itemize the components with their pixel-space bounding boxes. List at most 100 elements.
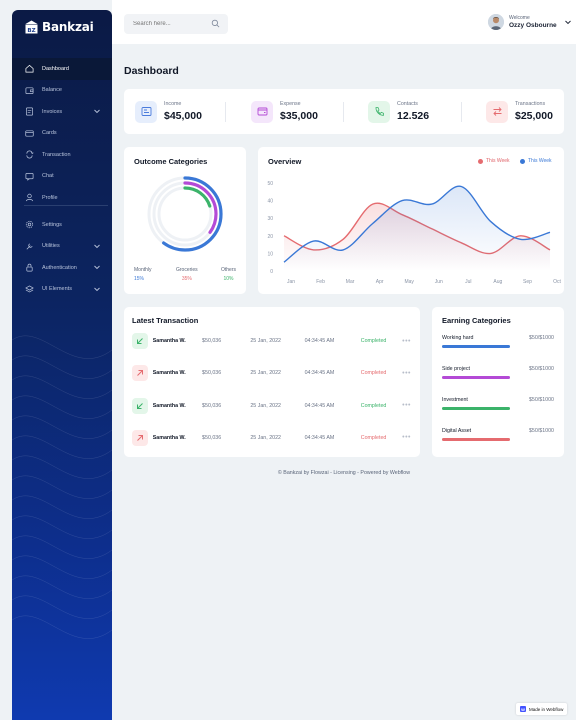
ring-groceries	[152, 181, 218, 247]
earning-card: Earning Categories Working hard $50/$1000…	[432, 307, 564, 457]
legend-label: This Week	[486, 158, 510, 164]
tx-status: Completed	[360, 370, 387, 377]
income-icon	[141, 107, 151, 116]
more-options-icon[interactable]: •••	[402, 337, 411, 345]
tx-status: Completed	[360, 338, 387, 344]
tx-time: 04:34:45 AM	[304, 338, 335, 344]
nav-divider	[24, 205, 108, 206]
chevron-down-icon	[94, 244, 100, 248]
avatar	[488, 14, 504, 30]
tx-name: Samantha W.	[152, 434, 186, 441]
y-tick-label: 30	[267, 216, 273, 222]
sidebar-item-profile[interactable]: Profile	[12, 187, 112, 209]
stat-expense: Expense $35,000	[251, 89, 318, 134]
arrow-up-right-icon	[137, 370, 143, 377]
sidebar-item-invoices[interactable]: Invoices	[12, 101, 112, 123]
top-bar: Welcome Ozzy Osbourne	[112, 0, 576, 44]
stat-value: $35,000	[280, 110, 318, 122]
stat-badge	[135, 100, 157, 123]
tx-date: 25 Jan, 2022	[250, 402, 281, 409]
stat-transactions: Transactions $25,000	[486, 89, 553, 134]
legend-this-week-blue: This Week	[520, 158, 552, 164]
legend-label: Others	[221, 267, 237, 273]
legend-value: 35%	[181, 276, 192, 282]
stat-badge	[368, 100, 390, 123]
x-tick-label: Sep	[523, 279, 532, 285]
sidebar-item-dashboard[interactable]: Dashboard	[12, 58, 112, 80]
x-tick-label: Mar	[346, 279, 355, 285]
more-options-icon[interactable]: •••	[402, 434, 411, 442]
sidebar-item-chat[interactable]: Chat	[12, 166, 112, 188]
more-options-icon[interactable]: •••	[402, 369, 411, 377]
list-item: Digital Asset $50/$1000	[442, 428, 554, 441]
progress-track	[442, 345, 510, 348]
sidebar-item-utilities[interactable]: Utilities	[12, 236, 112, 258]
stat-contacts: Contacts 12.526	[368, 89, 429, 134]
progress-track	[442, 407, 510, 410]
sidebar-item-authentication[interactable]: Authentication	[12, 257, 112, 279]
lock-icon	[26, 264, 33, 272]
transfer-icon	[26, 150, 34, 159]
direction-badge	[132, 333, 148, 349]
legend-value: 10%	[223, 276, 234, 282]
brand-logo[interactable]: BZ Bankzai	[25, 20, 94, 34]
sidebar-item-settings[interactable]: Settings	[12, 214, 112, 236]
tx-amount: $50,036	[202, 338, 222, 344]
user-icon	[25, 194, 34, 202]
table-row[interactable]: Samantha W. $50,036 25 Jan, 2022 04:34:45 A…	[132, 428, 412, 448]
x-tick-label: Jun	[435, 279, 443, 285]
phone-icon	[375, 107, 384, 116]
legend-this-week-red: This Week	[478, 158, 510, 164]
stat-value: $25,000	[515, 110, 553, 122]
x-tick-label: Oct	[553, 279, 561, 285]
overview-chart: 0 10 20 30 40 50 Jan Feb Mar Apr May Jun Jul Aug Sep Oc…	[267, 181, 561, 285]
table-row[interactable]: Samantha W. $50,036 25 Jan, 2022 04:34:45 A…	[132, 396, 412, 416]
transactions-title: Latest Transaction	[132, 316, 199, 325]
arrow-down-left-icon	[136, 338, 143, 344]
earning-label: Digital Asset	[442, 428, 472, 434]
earning-amount: $50/$1000	[528, 366, 554, 372]
legend-dot	[478, 158, 483, 164]
direction-badge	[132, 429, 148, 446]
sidebar-item-label: Utilities	[42, 243, 60, 250]
more-options-icon[interactable]: •••	[402, 402, 411, 410]
welcome-label: Welcome	[509, 15, 530, 21]
made-in-webflow-badge[interactable]: W Made in Webflow	[516, 703, 568, 715]
table-row[interactable]: Samantha W. $50,036 25 Jan, 2022 04:34:45 A…	[132, 363, 412, 383]
transactions-icon	[492, 107, 502, 116]
sidebar-item-ui-elements[interactable]: UI Elements	[12, 279, 112, 301]
bank-logo-icon: BZ	[25, 20, 38, 34]
stat-value: 12.526	[397, 110, 430, 122]
sidebar-item-balance[interactable]: Balance	[12, 80, 112, 102]
tx-name: Samantha W.	[152, 402, 186, 409]
sidebar-item-label: Invoices	[42, 108, 63, 115]
arrow-up-right-icon	[137, 434, 143, 441]
search-box	[124, 14, 228, 34]
chevron-down-icon	[94, 109, 100, 114]
earning-amount: $50/$1000	[528, 428, 554, 434]
earning-label: Working hard	[442, 335, 474, 341]
progress-fill	[442, 376, 510, 379]
x-tick-label: Jan	[287, 279, 295, 285]
y-tick-label: 20	[267, 234, 273, 240]
sidebar-item-cards[interactable]: Cards	[12, 123, 112, 145]
sidebar-item-label: UI Elements	[42, 286, 72, 293]
search-icon[interactable]	[211, 19, 220, 28]
sidebar-item-transaction[interactable]: Transaction	[12, 144, 112, 166]
utilities-icon	[26, 243, 33, 250]
list-item: Working hard $50/$1000	[442, 335, 554, 348]
legend-groceries: Groceries 35%	[176, 267, 198, 282]
overview-card: Overview This Week This Week 0 10 20 30 40 50…	[258, 147, 564, 294]
search-input[interactable]	[133, 21, 209, 27]
gear-icon	[25, 221, 34, 229]
tx-date: 25 Jan, 2022	[250, 434, 281, 441]
user-menu[interactable]: Welcome Ozzy Osbourne	[488, 14, 571, 30]
tx-status: Completed	[360, 402, 387, 409]
arrow-down-left-icon	[136, 402, 143, 409]
brand-name: Bankzai	[42, 20, 94, 34]
table-row[interactable]: Samantha W. $50,036 25 Jan, 2022 04:34:45 A…	[132, 331, 412, 351]
home-icon	[25, 65, 34, 73]
progress-fill	[442, 407, 510, 410]
progress-track	[442, 438, 510, 441]
legend-label: Groceries	[176, 267, 198, 273]
